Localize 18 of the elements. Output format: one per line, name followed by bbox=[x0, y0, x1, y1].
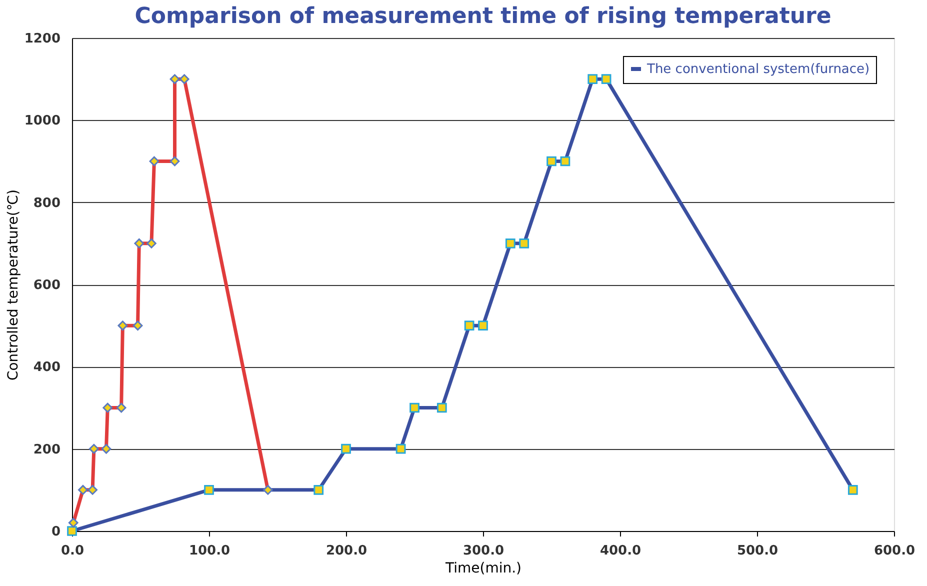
y-tick-label: 200 bbox=[33, 442, 60, 458]
x-tick-label: 400.0 bbox=[600, 544, 642, 558]
y-tick-label: 1200 bbox=[24, 32, 60, 46]
x-tick-label: 300.0 bbox=[462, 544, 504, 558]
x-tick-label: 500.0 bbox=[736, 544, 778, 558]
y-tick-label: 800 bbox=[33, 196, 60, 211]
x-axis-title: Time(min.) bbox=[444, 560, 522, 576]
chart-title: Comparison of measurement time of rising temperature bbox=[134, 4, 832, 29]
x-tick-label: 200.0 bbox=[326, 544, 368, 558]
y-axis-title: Controlled temperature(℃) bbox=[5, 189, 22, 381]
x-tick-label: 100.0 bbox=[188, 544, 230, 558]
y-tick-label: 400 bbox=[33, 360, 60, 376]
y-tick-label: 0 bbox=[51, 524, 60, 540]
legend-label: The conventional system(furnace) bbox=[646, 62, 870, 77]
x-tick-label: 600.0 bbox=[874, 544, 916, 558]
y-tick-label: 600 bbox=[33, 278, 60, 293]
y-tick-label: 1000 bbox=[24, 114, 60, 129]
x-tick-label: 0.0 bbox=[60, 544, 84, 558]
